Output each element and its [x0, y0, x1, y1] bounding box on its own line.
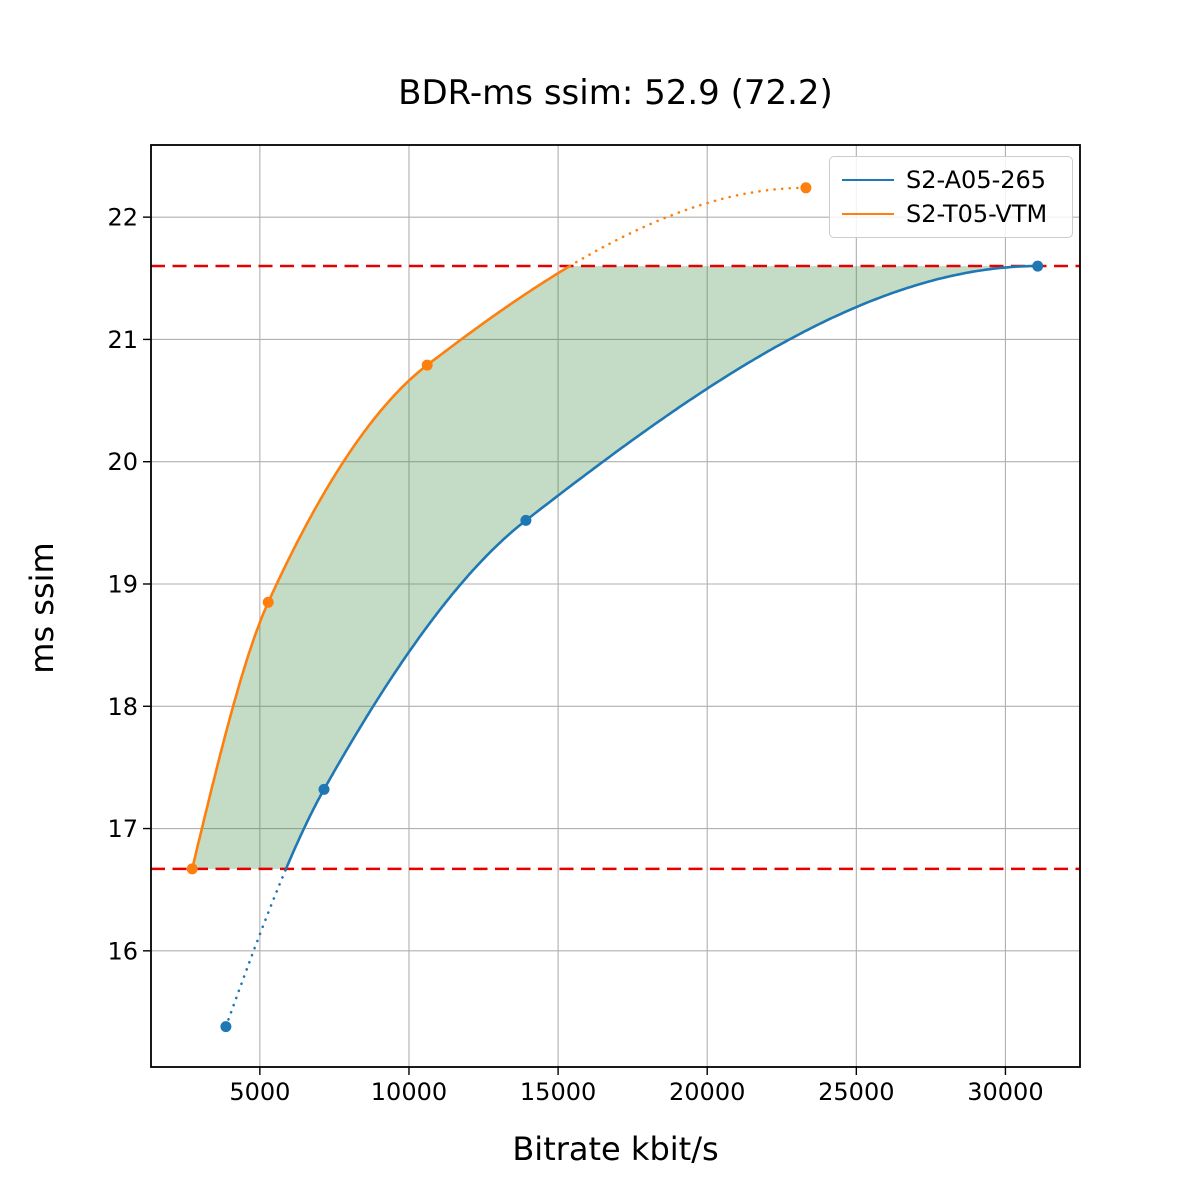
data-point-marker	[1032, 260, 1044, 272]
y-tick-label: 17	[107, 815, 138, 843]
y-tick-label: 19	[107, 570, 138, 598]
legend-label: S2-T05-VTM	[906, 200, 1048, 228]
x-tick-label: 25000	[818, 1078, 894, 1106]
legend-line-icon	[842, 179, 894, 181]
series-markers-s2-t05-vtm	[186, 182, 812, 875]
data-point-marker	[220, 1021, 232, 1033]
x-tick-label: 15000	[520, 1078, 596, 1106]
data-point-marker	[800, 182, 812, 194]
data-point-marker	[520, 514, 532, 526]
legend-line-icon	[842, 213, 894, 215]
y-tick-label: 16	[107, 937, 138, 965]
data-point-marker	[318, 783, 330, 795]
y-tick-label: 22	[107, 204, 138, 232]
data-point-marker	[421, 359, 433, 371]
x-tick-label: 20000	[669, 1078, 745, 1106]
series-line-s2-t05-vtm-dotted	[568, 186, 808, 268]
series-markers-s2-a05-265	[220, 260, 1044, 1033]
data-point-marker	[262, 596, 274, 608]
legend-label: S2-A05-265	[906, 166, 1047, 194]
y-tick-label: 20	[107, 448, 138, 476]
y-tick-label: 21	[107, 326, 138, 354]
x-tick-label: 10000	[371, 1078, 447, 1106]
x-tick-label: 5000	[229, 1078, 290, 1106]
series-line-s2-a05-265-dotted	[224, 867, 288, 1028]
x-axis-label: Bitrate kbit/s	[512, 1130, 719, 1168]
shaded-region	[192, 266, 1038, 869]
legend-item-s2-a05-265: S2-A05-265	[842, 163, 1060, 197]
plot-border	[150, 144, 1081, 1068]
x-tick-label: 30000	[967, 1078, 1043, 1106]
legend-item-s2-t05-vtm: S2-T05-VTM	[842, 197, 1060, 231]
axis-ticks: 5000 10000 15000 20000 25000 30000 16 17 18 19 20 2…	[107, 204, 1043, 1106]
legend: S2-A05-265 S2-T05-VTM	[829, 156, 1073, 238]
chart-title: BDR-ms ssim: 52.9 (72.2)	[398, 73, 833, 113]
data-point-marker	[186, 863, 198, 875]
y-axis-label: ms ssim	[23, 542, 61, 674]
y-tick-label: 18	[107, 693, 138, 721]
